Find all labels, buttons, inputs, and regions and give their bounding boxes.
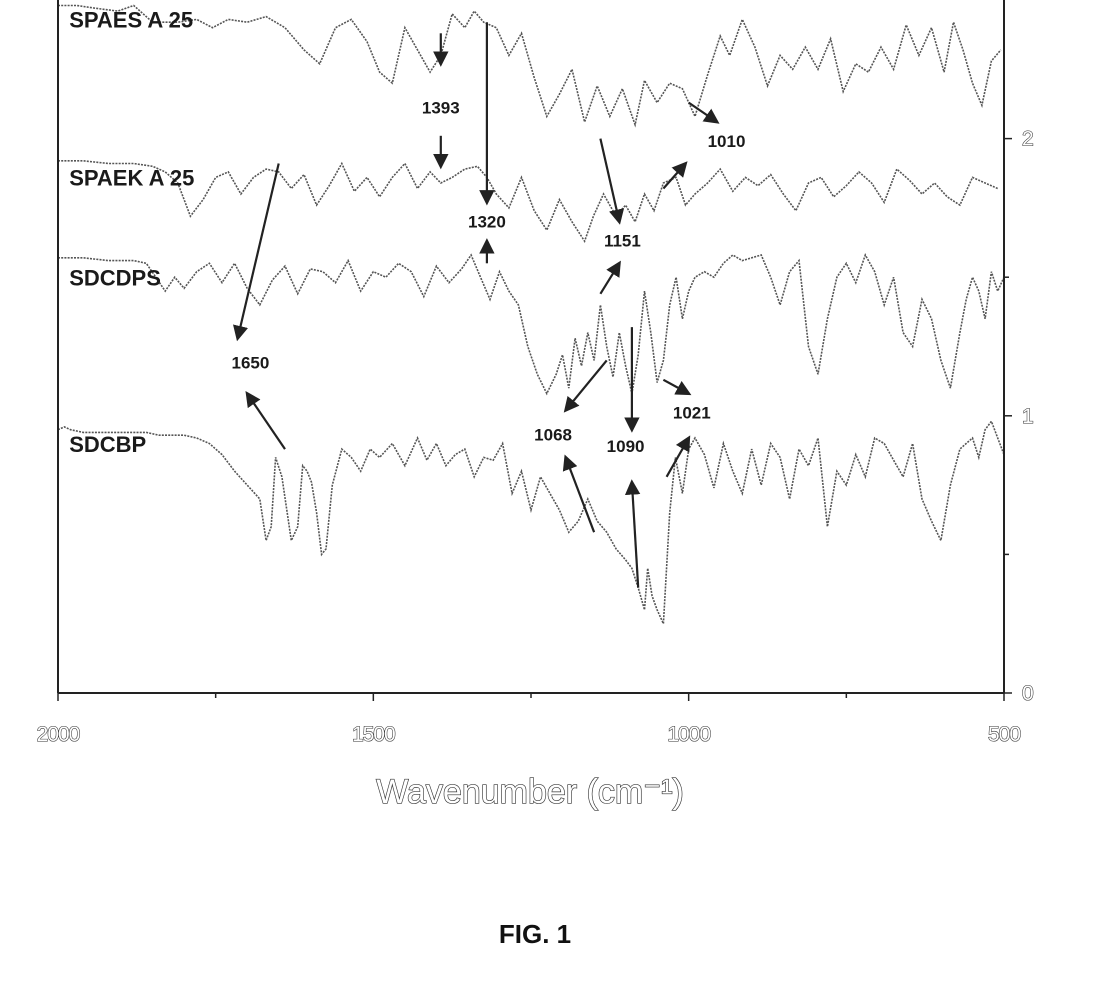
y-tick-label-1: 1 (1022, 405, 1033, 428)
series-label-sdcdps: SDCDPS (69, 266, 161, 291)
series-line-sdcbp (58, 421, 1004, 623)
y-tick-label-2: 2 (1022, 128, 1033, 151)
x-tick-label-2000: 2000 (37, 723, 80, 746)
peak-arrow-1151-2 (600, 263, 619, 294)
x-axis-title: Wavenumber (cm⁻¹) (376, 773, 684, 811)
peak-annotations: 1393 1320 1010 1151 1650 1068 1090 1021 (231, 22, 745, 588)
peak-label-1320: 1320 (468, 212, 506, 231)
spectra-group (58, 6, 1004, 624)
peak-arrow-1021-1 (663, 380, 688, 394)
axes (58, 0, 1004, 693)
series-line-spaes-a-25 (58, 6, 1001, 125)
peak-label-1650: 1650 (231, 354, 269, 373)
peak-arrow-1650-2 (247, 394, 285, 450)
peak-arrow-1151-1 (600, 139, 619, 222)
peak-arrow-1650-1 (238, 164, 279, 339)
peak-arrow-1068-2 (566, 457, 594, 532)
peak-label-1090: 1090 (607, 437, 645, 456)
series-labels: SPAES A 25 SPAEK A 25 SDCDPS SDCBP (69, 8, 194, 457)
figure-caption: FIG. 1 (499, 919, 571, 949)
y-tick-label-0: 0 (1022, 682, 1033, 705)
x-tick-label-500: 500 (988, 723, 1020, 746)
series-line-sdcdps (58, 255, 1004, 394)
series-line-spaek-a-25 (58, 161, 998, 241)
series-label-sdcbp: SDCBP (69, 432, 146, 457)
peak-label-1021: 1021 (673, 404, 711, 423)
x-tick-label-1000: 1000 (667, 723, 710, 746)
series-label-spaes-a-25: SPAES A 25 (69, 8, 193, 33)
peak-label-1393: 1393 (422, 99, 460, 118)
peak-label-1068: 1068 (534, 426, 572, 445)
peak-label-1151: 1151 (604, 232, 641, 251)
peak-arrow-1068-1 (566, 360, 607, 410)
peak-arrow-1010-2 (663, 164, 685, 189)
x-tick-label-1500: 1500 (352, 723, 395, 746)
peak-label-1010: 1010 (708, 132, 746, 151)
series-label-spaek-a-25: SPAEK A 25 (69, 166, 194, 191)
